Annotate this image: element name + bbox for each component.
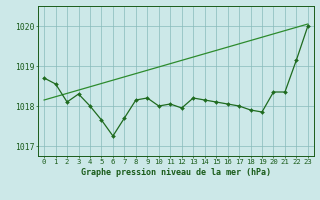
X-axis label: Graphe pression niveau de la mer (hPa): Graphe pression niveau de la mer (hPa) <box>81 168 271 177</box>
